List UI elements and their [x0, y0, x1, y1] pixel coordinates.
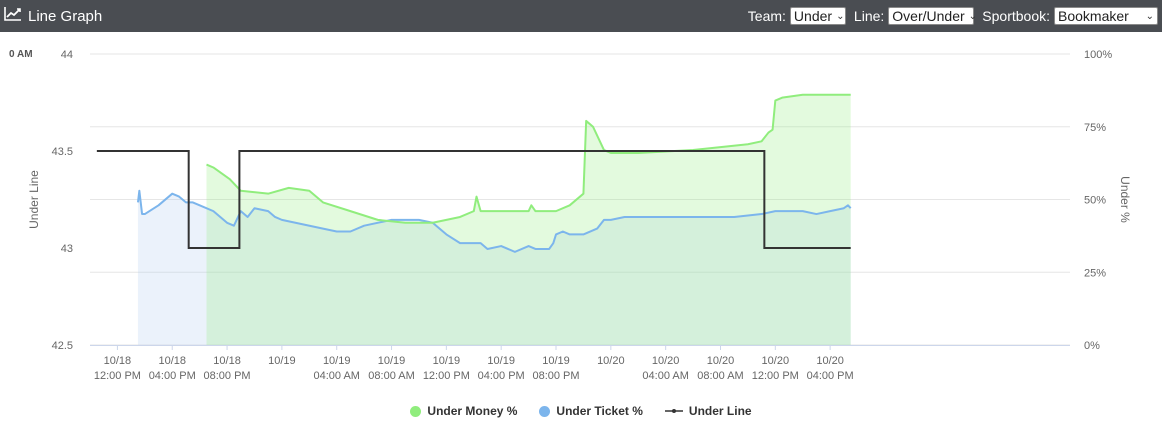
chart-legend: Under Money % Under Ticket % Under Line [0, 404, 1162, 418]
x-tick-label: 10/20 [652, 355, 680, 367]
x-tick-label: 10/19 [323, 355, 351, 367]
chart-area: 0 AM 0% 25% 50% 75% 100% 42.5 43 43.5 44 Under Li… [0, 32, 1162, 439]
legend-swatch [539, 405, 551, 417]
chart-title: Line Graph [28, 7, 103, 25]
line-chart: 0% 25% 50% 75% 100% 42.5 43 43.5 44 Under Line Und… [27, 49, 1132, 382]
x-tick-label: 10/20 [597, 355, 625, 367]
legend-label: Under Ticket % [556, 404, 643, 418]
chart-header: Line Graph Team: Under ⌄ Line: Over/Under… [0, 0, 1162, 32]
y2-tick-label: 100% [1084, 49, 1112, 61]
sportbook-label: Sportbook: [982, 8, 1050, 24]
legend-item-money[interactable]: Under Money % [410, 404, 517, 418]
x-tick-label: 04:00 AM [313, 370, 359, 382]
legend-label: Under Line [688, 404, 752, 418]
y2-tick-label: 50% [1084, 195, 1106, 207]
series-line [206, 93, 851, 224]
chevron-down-icon: ⌄ [968, 10, 978, 22]
x-tick-label: 10/18 [104, 355, 132, 367]
y-tick-label: 44 [61, 49, 73, 61]
chart-title-area: Line Graph [4, 0, 102, 32]
y2-axis-title: Under % [1118, 176, 1132, 223]
x-tick-label: 08:00 AM [697, 370, 743, 382]
line-label: Line: [853, 8, 885, 24]
x-tick-label: 10/20 [762, 355, 790, 367]
series-area [137, 190, 851, 345]
chevron-down-icon: ⌄ [1145, 10, 1154, 22]
x-tick-label: 10/18 [213, 355, 241, 367]
x-tick-label: 10/19 [542, 355, 570, 367]
x-tick-label: 12:00 PM [94, 370, 141, 382]
x-tick-label: 10/19 [268, 355, 296, 367]
x-tick-label: 10/19 [487, 355, 515, 367]
y2-tick-label: 0% [1084, 340, 1100, 352]
x-tick-label: 12:00 PM [423, 370, 470, 382]
team-select[interactable]: Under ⌄ [789, 7, 846, 25]
filter-controls: Team: Under ⌄ Line: Over/Under ⌄ Sportbook… [744, 0, 1158, 32]
x-tick-label: 10/19 [378, 355, 406, 367]
y-tick-label: 43 [61, 243, 73, 255]
legend-line-swatch [664, 409, 683, 413]
series-line [136, 189, 852, 253]
clipped-tick-label: 0 AM [9, 49, 33, 60]
chevron-down-icon: ⌄ [836, 10, 845, 22]
y-tick-label: 42.5 [52, 340, 73, 352]
legend-swatch [410, 405, 422, 417]
x-tick-label: 10/19 [433, 355, 461, 367]
x-tick-label: 12:00 PM [752, 370, 799, 382]
legend-item-ticket[interactable]: Under Ticket % [539, 404, 643, 418]
team-label: Team: [747, 8, 786, 24]
x-tick-label: 08:00 PM [204, 370, 251, 382]
x-tick-label: 10/20 [707, 355, 735, 367]
legend-item-line[interactable]: Under Line [664, 404, 752, 418]
x-tick-label: 04:00 PM [807, 370, 854, 382]
series-area [206, 94, 851, 345]
sportbook-select[interactable]: Bookmaker ⌄ [1054, 7, 1158, 25]
x-tick-label: 04:00 AM [642, 370, 688, 382]
under-line-series [96, 150, 851, 249]
x-tick-label: 04:00 PM [149, 370, 196, 382]
x-tick-label: 04:00 PM [478, 370, 525, 382]
x-tick-label: 08:00 AM [368, 370, 414, 382]
y-tick-label: 43.5 [52, 146, 73, 158]
y-axis-title: Under Line [27, 170, 41, 229]
line-chart-icon [4, 7, 22, 25]
y2-tick-label: 25% [1084, 267, 1106, 279]
legend-label: Under Money % [427, 404, 518, 418]
x-tick-label: 10/18 [158, 355, 186, 367]
line-select[interactable]: Over/Under ⌄ [888, 7, 978, 25]
y2-tick-label: 75% [1084, 122, 1106, 134]
x-tick-label: 10/20 [816, 355, 844, 367]
x-tick-label: 08:00 PM [532, 370, 579, 382]
